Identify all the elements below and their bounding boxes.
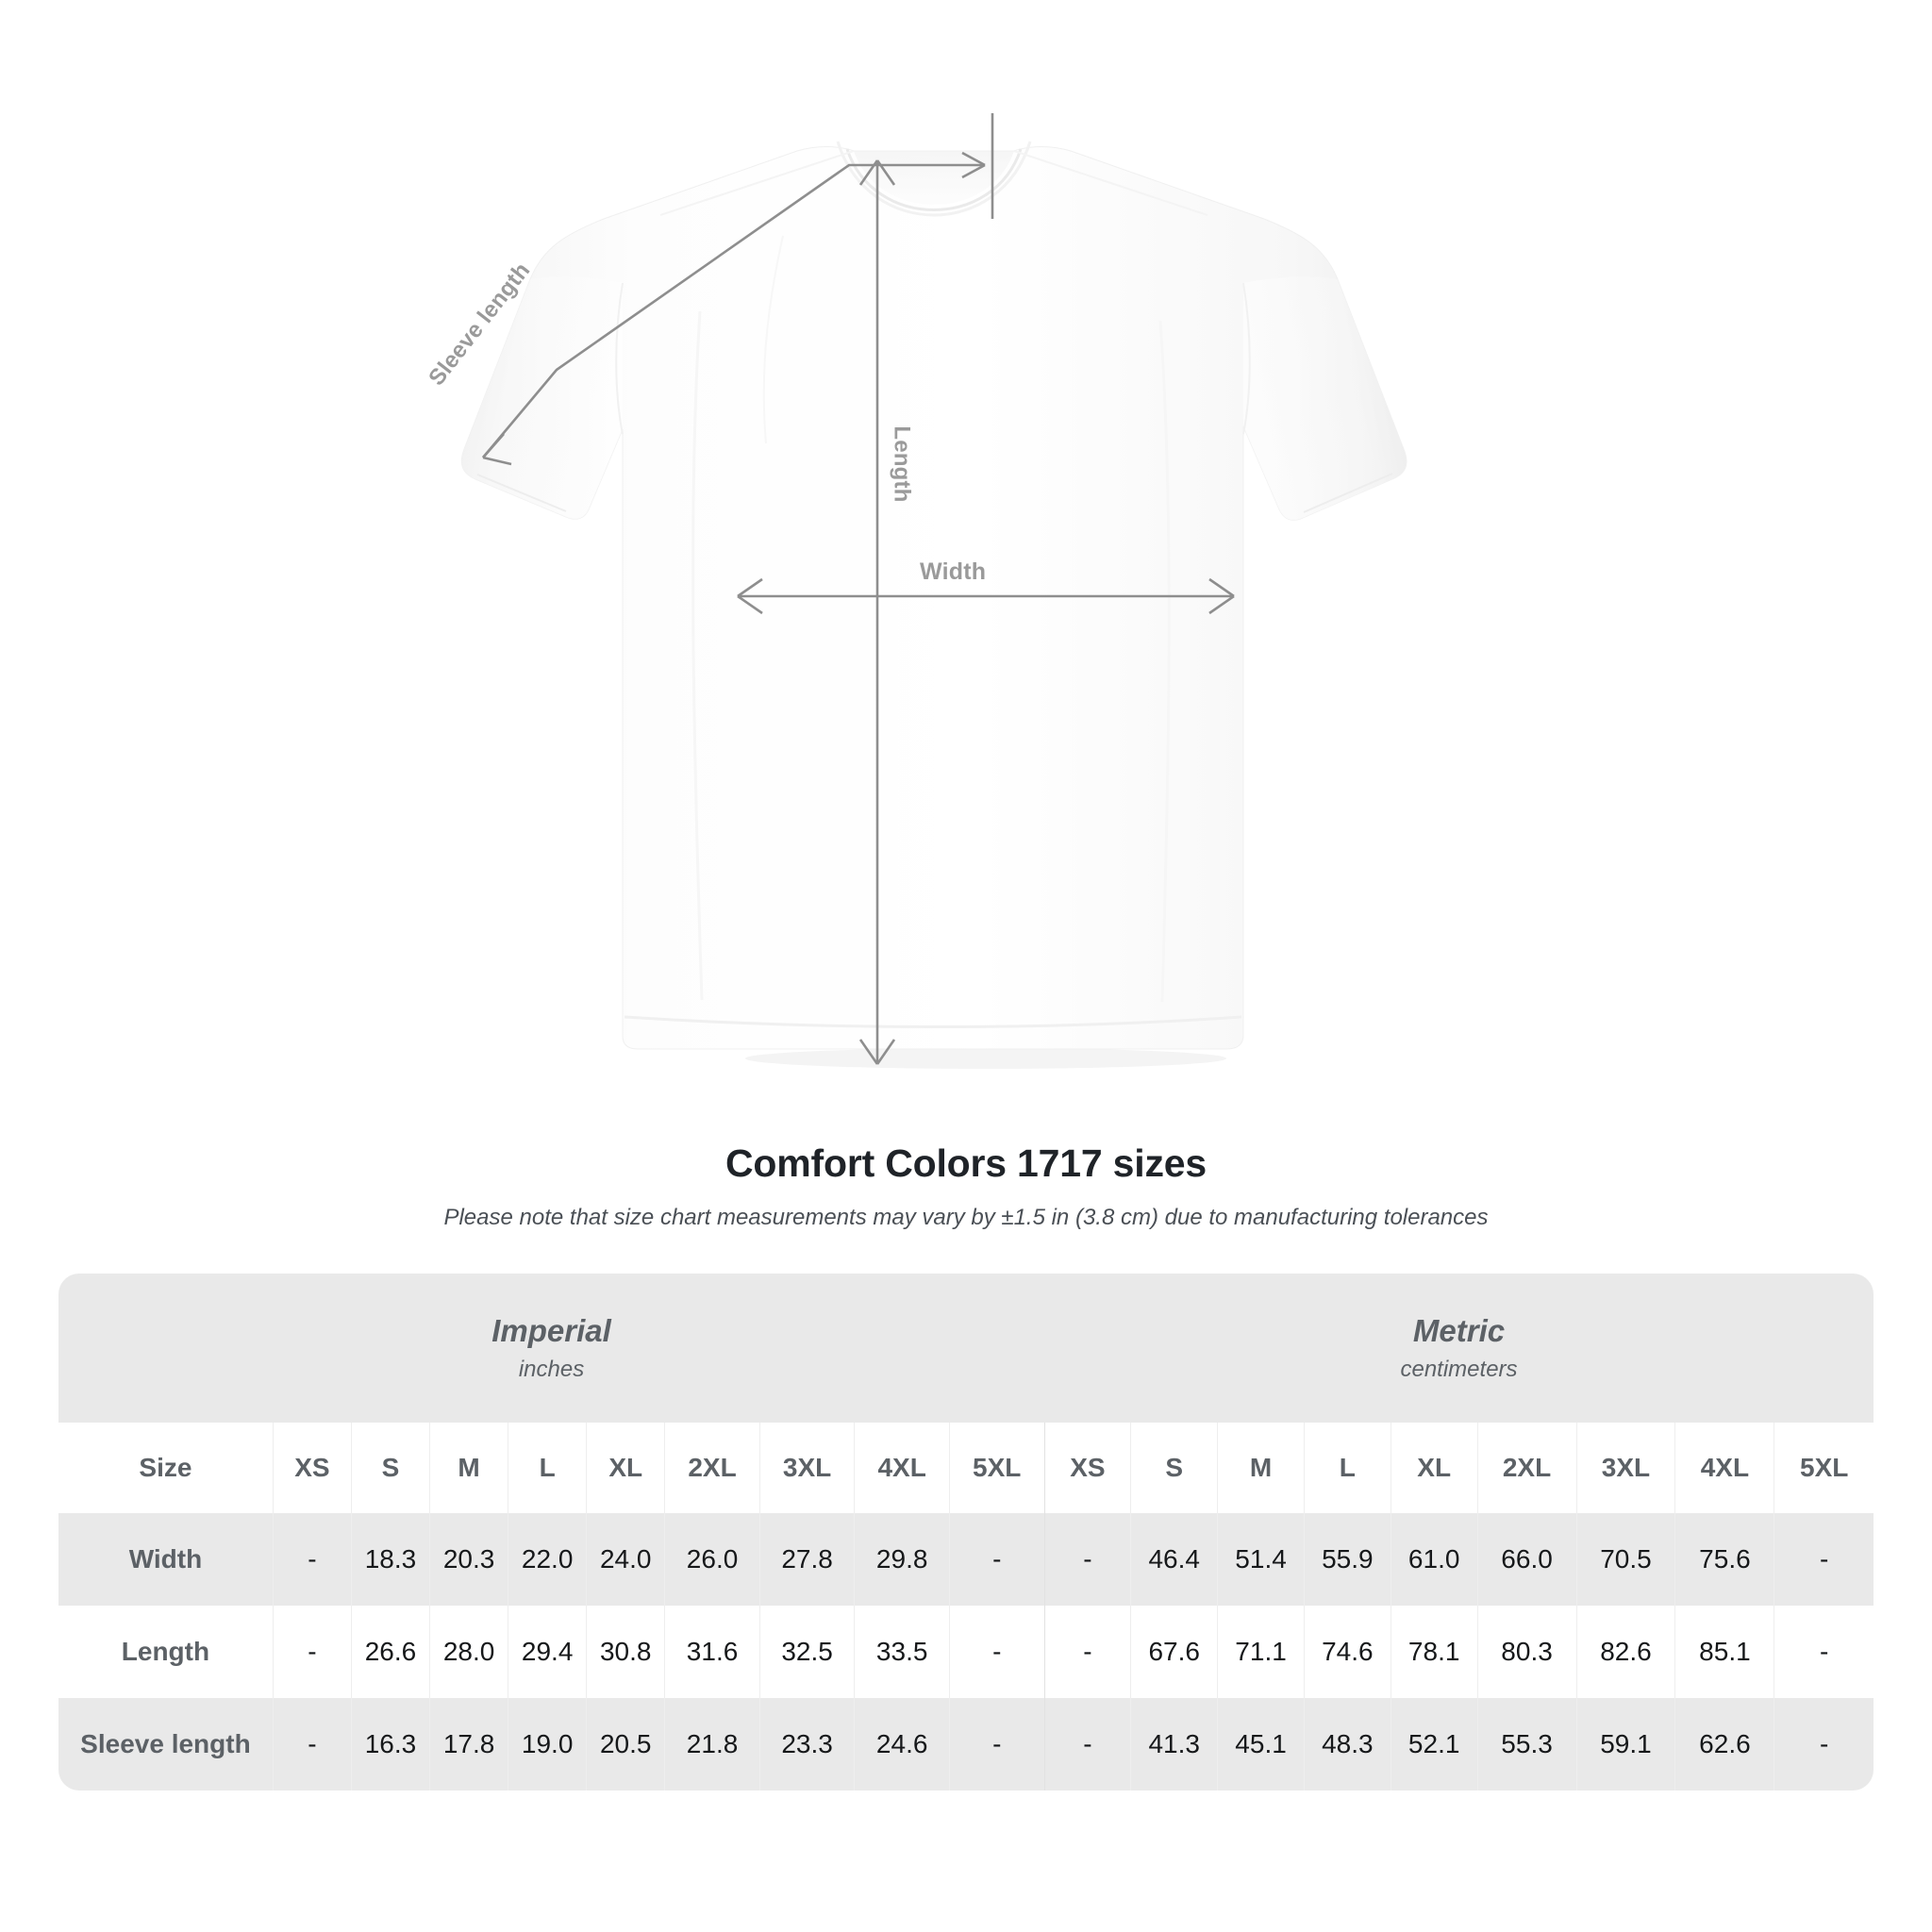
size-header-metric-s: S: [1130, 1423, 1218, 1513]
cell-width-imperial-xl: 24.0: [586, 1513, 665, 1606]
width-dimension-label: Width: [920, 558, 987, 585]
cell-width-imperial-xs: -: [272, 1513, 352, 1606]
cell-width-imperial-5xl: -: [948, 1513, 1045, 1606]
size-header-imperial-4xl: 4XL: [854, 1423, 950, 1513]
page-subtitle: Please note that size chart measurements…: [443, 1205, 1489, 1230]
unit-title-imperial: Imperial: [491, 1313, 611, 1349]
unit-title-metric: Metric: [1412, 1313, 1506, 1349]
size-column-header: Size: [58, 1423, 274, 1513]
cell-width-metric-xl: 61.0: [1390, 1513, 1478, 1606]
size-header-imperial-m: M: [429, 1423, 508, 1513]
cell-length-metric-4xl: 85.1: [1674, 1606, 1774, 1698]
cell-length-metric-m: 71.1: [1217, 1606, 1305, 1698]
row-label-length: Length: [58, 1606, 274, 1698]
size-header-metric-xl: XL: [1390, 1423, 1478, 1513]
cell-width-metric-s: 46.4: [1130, 1513, 1218, 1606]
size-header-imperial-l: L: [508, 1423, 587, 1513]
measurement-annotations: [482, 113, 1235, 1065]
size-header-imperial-s: S: [350, 1423, 430, 1513]
size-header-row: Size XS S M L XL 2XL 3XL 4XL 5XL XS S M …: [58, 1423, 1874, 1513]
cell-length-metric-2xl: 80.3: [1476, 1606, 1577, 1698]
size-header-imperial-3xl: 3XL: [758, 1423, 855, 1513]
row-label-width: Width: [58, 1513, 274, 1606]
size-chart-table: Imperial inches Metric centimeters Size …: [58, 1274, 1874, 1790]
cell-sleeve-metric-5xl: -: [1774, 1698, 1874, 1790]
cell-sleeve-metric-xl: 52.1: [1390, 1698, 1478, 1790]
cell-sleeve-metric-4xl: 62.6: [1674, 1698, 1774, 1790]
length-dimension-label: Length: [889, 425, 915, 503]
cell-length-metric-5xl: -: [1774, 1606, 1874, 1698]
cell-length-imperial-m: 28.0: [429, 1606, 508, 1698]
cell-width-imperial-3xl: 27.8: [758, 1513, 855, 1606]
cell-width-metric-l: 55.9: [1303, 1513, 1391, 1606]
cell-length-imperial-5xl: -: [948, 1606, 1045, 1698]
table-row: Sleeve length - 16.3 17.8 19.0 20.5 21.8…: [58, 1698, 1874, 1790]
cell-sleeve-imperial-m: 17.8: [429, 1698, 508, 1790]
page-title: Comfort Colors 1717 sizes: [725, 1141, 1207, 1185]
cell-length-imperial-s: 26.6: [350, 1606, 430, 1698]
cell-length-metric-l: 74.6: [1303, 1606, 1391, 1698]
cell-sleeve-metric-s: 41.3: [1130, 1698, 1218, 1790]
cell-sleeve-metric-l: 48.3: [1303, 1698, 1391, 1790]
size-chart-table-wrapper: Imperial inches Metric centimeters Size …: [58, 1274, 1874, 1790]
cell-width-metric-2xl: 66.0: [1476, 1513, 1577, 1606]
tshirt-diagram: Sleeve length Length Width: [424, 113, 1407, 1069]
table-row: Length - 26.6 28.0 29.4 30.8 31.6 32.5 3…: [58, 1606, 1874, 1698]
cell-length-imperial-l: 29.4: [508, 1606, 587, 1698]
cell-sleeve-imperial-s: 16.3: [350, 1698, 430, 1790]
cell-length-imperial-4xl: 33.5: [854, 1606, 950, 1698]
size-header-metric-2xl: 2XL: [1476, 1423, 1577, 1513]
cell-width-imperial-2xl: 26.0: [664, 1513, 760, 1606]
cell-sleeve-imperial-3xl: 23.3: [758, 1698, 855, 1790]
size-header-metric-m: M: [1217, 1423, 1305, 1513]
size-header-imperial-2xl: 2XL: [664, 1423, 760, 1513]
unit-header-row: Imperial inches Metric centimeters: [58, 1274, 1874, 1423]
unit-subtitle-metric: centimeters: [1400, 1356, 1518, 1382]
tshirt-illustration: [460, 113, 1407, 1069]
cell-width-imperial-s: 18.3: [350, 1513, 430, 1606]
cell-width-metric-5xl: -: [1774, 1513, 1874, 1606]
cell-sleeve-imperial-2xl: 21.8: [664, 1698, 760, 1790]
cell-sleeve-metric-m: 45.1: [1217, 1698, 1305, 1790]
size-header-imperial-5xl: 5XL: [948, 1423, 1045, 1513]
size-header-imperial-xs: XS: [272, 1423, 352, 1513]
cell-length-metric-xs: -: [1043, 1606, 1131, 1698]
cell-length-imperial-xs: -: [272, 1606, 352, 1698]
cell-sleeve-imperial-xl: 20.5: [586, 1698, 665, 1790]
cell-length-imperial-3xl: 32.5: [758, 1606, 855, 1698]
cell-sleeve-imperial-4xl: 24.6: [854, 1698, 950, 1790]
size-header-metric-l: L: [1303, 1423, 1391, 1513]
size-header-metric-5xl: 5XL: [1774, 1423, 1874, 1513]
cell-sleeve-metric-xs: -: [1043, 1698, 1131, 1790]
cell-length-imperial-xl: 30.8: [586, 1606, 665, 1698]
cell-length-metric-3xl: 82.6: [1575, 1606, 1675, 1698]
unit-header-metric: Metric centimeters: [1044, 1274, 1874, 1423]
size-header-imperial-xl: XL: [586, 1423, 665, 1513]
cell-width-imperial-4xl: 29.8: [854, 1513, 950, 1606]
size-header-metric-3xl: 3XL: [1575, 1423, 1675, 1513]
unit-header-imperial: Imperial inches: [58, 1274, 1045, 1423]
table-row: Width - 18.3 20.3 22.0 24.0 26.0 27.8 29…: [58, 1513, 1874, 1606]
cell-width-imperial-l: 22.0: [508, 1513, 587, 1606]
cell-sleeve-metric-3xl: 59.1: [1575, 1698, 1675, 1790]
cell-length-metric-s: 67.6: [1130, 1606, 1218, 1698]
size-header-metric-xs: XS: [1043, 1423, 1131, 1513]
row-label-sleeve-length: Sleeve length: [58, 1698, 274, 1790]
cell-sleeve-imperial-5xl: -: [948, 1698, 1045, 1790]
cell-sleeve-metric-2xl: 55.3: [1476, 1698, 1577, 1790]
cell-length-imperial-2xl: 31.6: [664, 1606, 760, 1698]
cell-width-metric-3xl: 70.5: [1575, 1513, 1675, 1606]
cell-sleeve-imperial-xs: -: [272, 1698, 352, 1790]
size-header-metric-4xl: 4XL: [1674, 1423, 1774, 1513]
cell-width-metric-m: 51.4: [1217, 1513, 1305, 1606]
cell-width-metric-4xl: 75.6: [1674, 1513, 1774, 1606]
cell-width-metric-xs: -: [1043, 1513, 1131, 1606]
cell-length-metric-xl: 78.1: [1390, 1606, 1478, 1698]
cell-sleeve-imperial-l: 19.0: [508, 1698, 587, 1790]
cell-width-imperial-m: 20.3: [429, 1513, 508, 1606]
unit-subtitle-imperial: inches: [518, 1356, 585, 1382]
